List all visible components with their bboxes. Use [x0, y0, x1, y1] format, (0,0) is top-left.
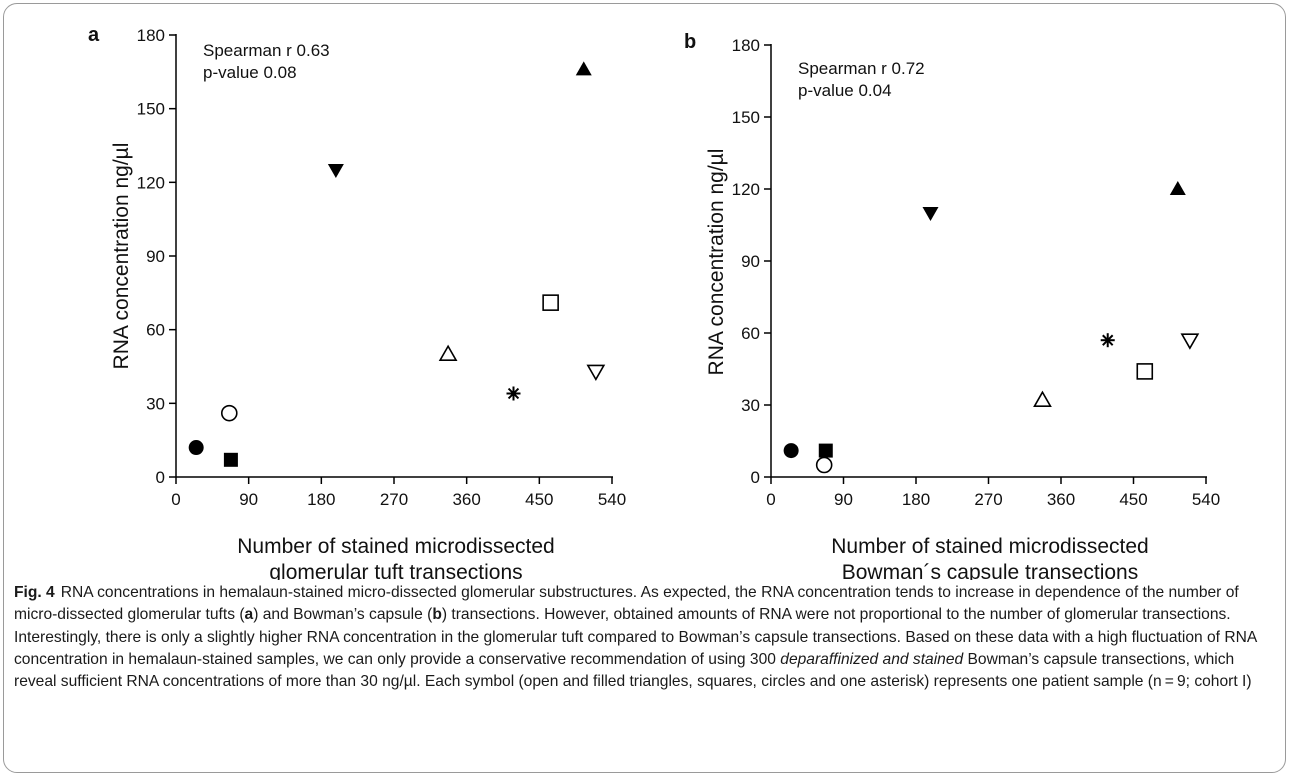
data-point-filled-square: [818, 443, 833, 458]
data-point-open-triangle-down: [1180, 333, 1200, 350]
y-tick-label: 120: [137, 173, 165, 192]
y-tick-label: 90: [741, 252, 760, 271]
panel-b-scatter-chart: 0 30 60 90 120 150 180 0 90 180 270 360 450 540 b Spear…: [684, 31, 1220, 580]
caption-text-3: ) transections. However, obtained amount…: [14, 606, 1257, 668]
x-tick-label: 540: [598, 490, 626, 509]
y-tick-label: 180: [137, 26, 165, 45]
y-tick-label: 30: [741, 396, 760, 415]
data-point-open-triangle-up: [1033, 390, 1052, 408]
caption-text-4: Bowman’s capsule transections, which rev…: [14, 650, 1252, 691]
data-point-filled-square: [223, 452, 238, 467]
correlation-annotation: Spearman r 0.63: [203, 41, 330, 60]
data-point-filled-triangle-down: [922, 207, 939, 221]
data-point-filled-circle: [783, 443, 799, 459]
data-point-filled-triangle-up: [575, 61, 592, 76]
data-point-filled-triangle-down: [327, 164, 344, 179]
y-tick-label: 120: [732, 180, 760, 199]
y-axis-title: RNA concentration ng/µl: [705, 149, 728, 376]
x-tick-label: 360: [1047, 490, 1075, 509]
y-tick-label: 0: [156, 468, 165, 487]
caption-bold-a: a: [244, 606, 254, 624]
y-tick-label: 90: [146, 247, 165, 266]
y-tick-label: 60: [146, 321, 165, 340]
correlation-annotation: p-value 0.04: [798, 81, 892, 100]
x-tick-label: 0: [766, 490, 775, 509]
y-tick-label: 30: [146, 394, 165, 413]
x-tick-label: 450: [525, 490, 553, 509]
x-tick-label: 540: [1192, 490, 1220, 509]
data-point-asterisk: [506, 386, 521, 401]
data-point-asterisk: [1100, 333, 1115, 348]
x-tick-label: 270: [380, 490, 408, 509]
x-tick-label: 180: [902, 490, 930, 509]
y-axis-title: RNA concentration ng/µl: [110, 143, 133, 370]
caption-italic-text: deparaffinized and stained: [780, 650, 964, 668]
data-point-open-square: [542, 294, 559, 311]
x-tick-label: 450: [1119, 490, 1147, 509]
caption-text-1: RNA concentrations in hemalaun-stained m…: [14, 584, 1239, 624]
data-point-open-circle: [815, 456, 833, 474]
data-point-open-triangle-down: [586, 364, 606, 382]
correlation-annotation: p-value 0.08: [203, 63, 297, 82]
charts-canvas: 0 30 60 90 120 150 180 0 90 180 270 360 450 540 a Spear…: [88, 24, 1220, 580]
correlation-annotation: Spearman r 0.72: [798, 59, 925, 78]
x-tick-label: 360: [452, 490, 480, 509]
caption-bold-b: b: [432, 606, 442, 624]
y-tick-label: 0: [751, 468, 760, 487]
panel-letter: b: [684, 31, 696, 53]
x-axis-title: Number of stained microdissected: [831, 535, 1148, 558]
y-tick-label: 150: [732, 108, 760, 127]
data-point-filled-triangle-up: [1169, 181, 1186, 195]
panel-a-scatter-chart: 0 30 60 90 120 150 180 0 90 180 270 360 450 540 a Spear…: [88, 24, 626, 580]
y-tick-label: 180: [732, 36, 760, 55]
data-point-open-triangle-up: [438, 344, 458, 362]
data-point-open-circle: [220, 404, 238, 422]
x-tick-label: 90: [239, 490, 258, 509]
x-axis-title: Bowman´s capsule transections: [842, 561, 1138, 580]
asterisk-stroke: [507, 387, 520, 400]
x-tick-label: 0: [171, 490, 180, 509]
caption-text-2: ) and Bowman’s capsule (: [253, 606, 433, 624]
caption-figure-label: Fig. 4: [14, 584, 55, 601]
x-axis-title: Number of stained microdissected: [237, 535, 554, 558]
y-tick-label: 150: [137, 100, 165, 119]
x-tick-label: 270: [974, 490, 1002, 509]
x-axis-title: glomerular tuft transections: [269, 561, 522, 580]
x-tick-label: 180: [307, 490, 335, 509]
data-point-filled-circle: [188, 440, 204, 456]
asterisk-stroke: [1102, 334, 1114, 346]
x-tick-label: 90: [834, 490, 853, 509]
panel-letter: a: [88, 24, 100, 46]
figure-frame: [3, 3, 1286, 773]
figure-caption: Fig. 4 RNA concentrations in hemalaun-sta…: [14, 582, 1276, 693]
y-tick-label: 60: [741, 324, 760, 343]
data-point-open-square: [1136, 363, 1154, 380]
